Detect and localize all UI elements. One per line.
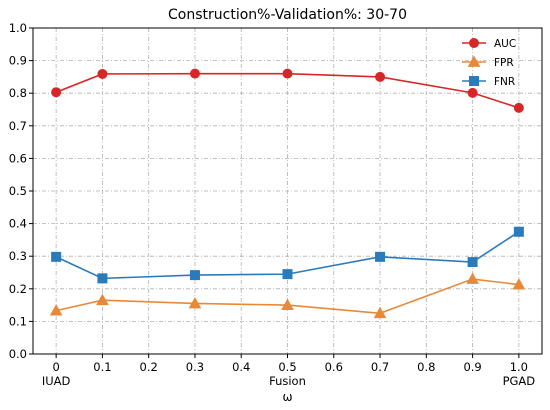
x-tick-label: 0.1: [93, 360, 111, 374]
axis-ticks: 0 0.1 0.2 0.3 0.4 0.5 0.6 0.7 0.8 0.9 1.0 0.0 0.1 0.2…: [9, 21, 528, 374]
data-point: [466, 272, 479, 284]
series-layer: [49, 68, 526, 319]
data-point: [51, 87, 62, 98]
data-point: [282, 269, 293, 280]
legend-marker: [469, 76, 479, 86]
legend-item: AUC: [462, 38, 516, 50]
y-tick-label: 0.1: [9, 314, 27, 328]
data-point: [189, 68, 200, 79]
legend-label: FNR: [494, 76, 515, 88]
y-tick-label: 0.2: [9, 282, 27, 296]
data-point: [513, 226, 524, 237]
data-point: [373, 306, 387, 319]
y-tick-label: 0.9: [9, 54, 27, 68]
data-point: [188, 296, 202, 309]
x-tick-label: 0.3: [186, 360, 204, 374]
data-point: [51, 251, 62, 262]
x-annotation: Fusion: [269, 374, 306, 388]
x-tick-label: 0.8: [417, 360, 435, 374]
chart-title: Construction%-Validation%: 30-70: [168, 7, 407, 23]
y-tick-label: 0.3: [9, 249, 27, 263]
y-tick-label: 0.6: [9, 151, 27, 165]
y-tick-label: 0.0: [9, 347, 27, 361]
data-point: [281, 298, 294, 310]
legend-marker: [469, 38, 479, 48]
x-annotations: IUAD Fusion PGAD: [42, 374, 535, 388]
data-point: [375, 71, 386, 82]
data-point: [375, 251, 386, 262]
data-point: [513, 102, 524, 113]
data-point: [512, 278, 526, 290]
x-tick-label: 0.6: [325, 360, 343, 374]
series-fpr: [49, 272, 526, 319]
x-tick-label: 0: [52, 360, 59, 374]
x-tick-label: 0.4: [232, 360, 250, 374]
y-tick-label: 0.4: [9, 217, 27, 231]
x-tick-label: 0.7: [371, 360, 389, 374]
data-point: [97, 273, 108, 284]
x-tick-label: 0.2: [140, 360, 158, 374]
x-tick-label: 0.5: [278, 360, 296, 374]
data-point: [97, 68, 108, 79]
x-annotation: PGAD: [503, 374, 536, 388]
data-point: [467, 87, 478, 98]
x-axis-label: ω: [282, 390, 292, 404]
y-tick-label: 0.8: [9, 86, 27, 100]
y-tick-label: 0.5: [9, 184, 27, 198]
y-tick-label: 0.7: [9, 119, 27, 133]
series-auc: [51, 68, 524, 113]
data-point: [189, 270, 200, 281]
x-annotation: IUAD: [42, 374, 71, 388]
x-tick-label: 1.0: [510, 360, 528, 374]
data-point: [96, 293, 109, 306]
legend: AUC FPR FNR: [462, 38, 516, 88]
data-point: [282, 68, 293, 79]
data-point: [467, 257, 478, 268]
legend-item: FNR: [462, 76, 515, 88]
data-point: [49, 304, 63, 316]
legend-label: FPR: [494, 57, 514, 69]
legend-item: FPR: [462, 55, 514, 69]
series-fnr: [51, 226, 524, 284]
legend-label: AUC: [494, 38, 516, 50]
x-tick-label: 0.9: [463, 360, 481, 374]
y-tick-label: 1.0: [9, 21, 27, 35]
legend-marker: [467, 55, 481, 67]
